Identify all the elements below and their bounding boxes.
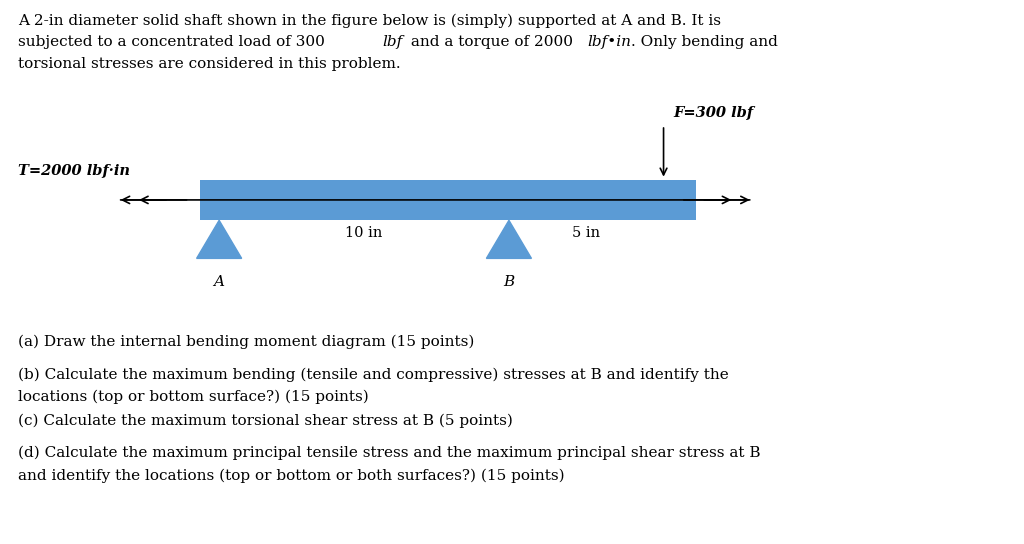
Bar — [200, 180, 696, 220]
Text: subjected to a concentrated load of 300: subjected to a concentrated load of 300 — [18, 35, 330, 50]
Text: lbf•in: lbf•in — [588, 35, 632, 50]
Text: B: B — [504, 275, 514, 289]
Polygon shape — [197, 220, 242, 258]
Text: (d) Calculate the maximum principal tensile stress and the maximum principal she: (d) Calculate the maximum principal tens… — [18, 446, 761, 460]
Text: A: A — [214, 275, 224, 289]
Text: and a torque of 2000: and a torque of 2000 — [406, 35, 578, 50]
Text: lbf: lbf — [382, 35, 402, 50]
Text: locations (top or bottom surface?) (15 points): locations (top or bottom surface?) (15 p… — [18, 390, 370, 404]
Text: and identify the locations (top or bottom or both surfaces?) (15 points): and identify the locations (top or botto… — [18, 469, 565, 483]
Text: T=2000 lbf·in: T=2000 lbf·in — [18, 164, 130, 178]
Text: (c) Calculate the maximum torsional shear stress at B (5 points): (c) Calculate the maximum torsional shea… — [18, 413, 513, 428]
Text: . Only bending and: . Only bending and — [631, 35, 777, 50]
Text: 10 in: 10 in — [345, 226, 383, 240]
Text: torsional stresses are considered in this problem.: torsional stresses are considered in thi… — [18, 57, 401, 71]
Text: A 2-in diameter solid shaft shown in the figure below is (simply) supported at A: A 2-in diameter solid shaft shown in the… — [18, 14, 722, 28]
Polygon shape — [486, 220, 531, 258]
Text: F=300 lbf: F=300 lbf — [674, 106, 754, 120]
Text: (b) Calculate the maximum bending (tensile and compressive) stresses at B and id: (b) Calculate the maximum bending (tensi… — [18, 367, 729, 381]
Text: 5 in: 5 in — [572, 226, 600, 240]
Text: (a) Draw the internal bending moment diagram (15 points): (a) Draw the internal bending moment dia… — [18, 335, 475, 349]
